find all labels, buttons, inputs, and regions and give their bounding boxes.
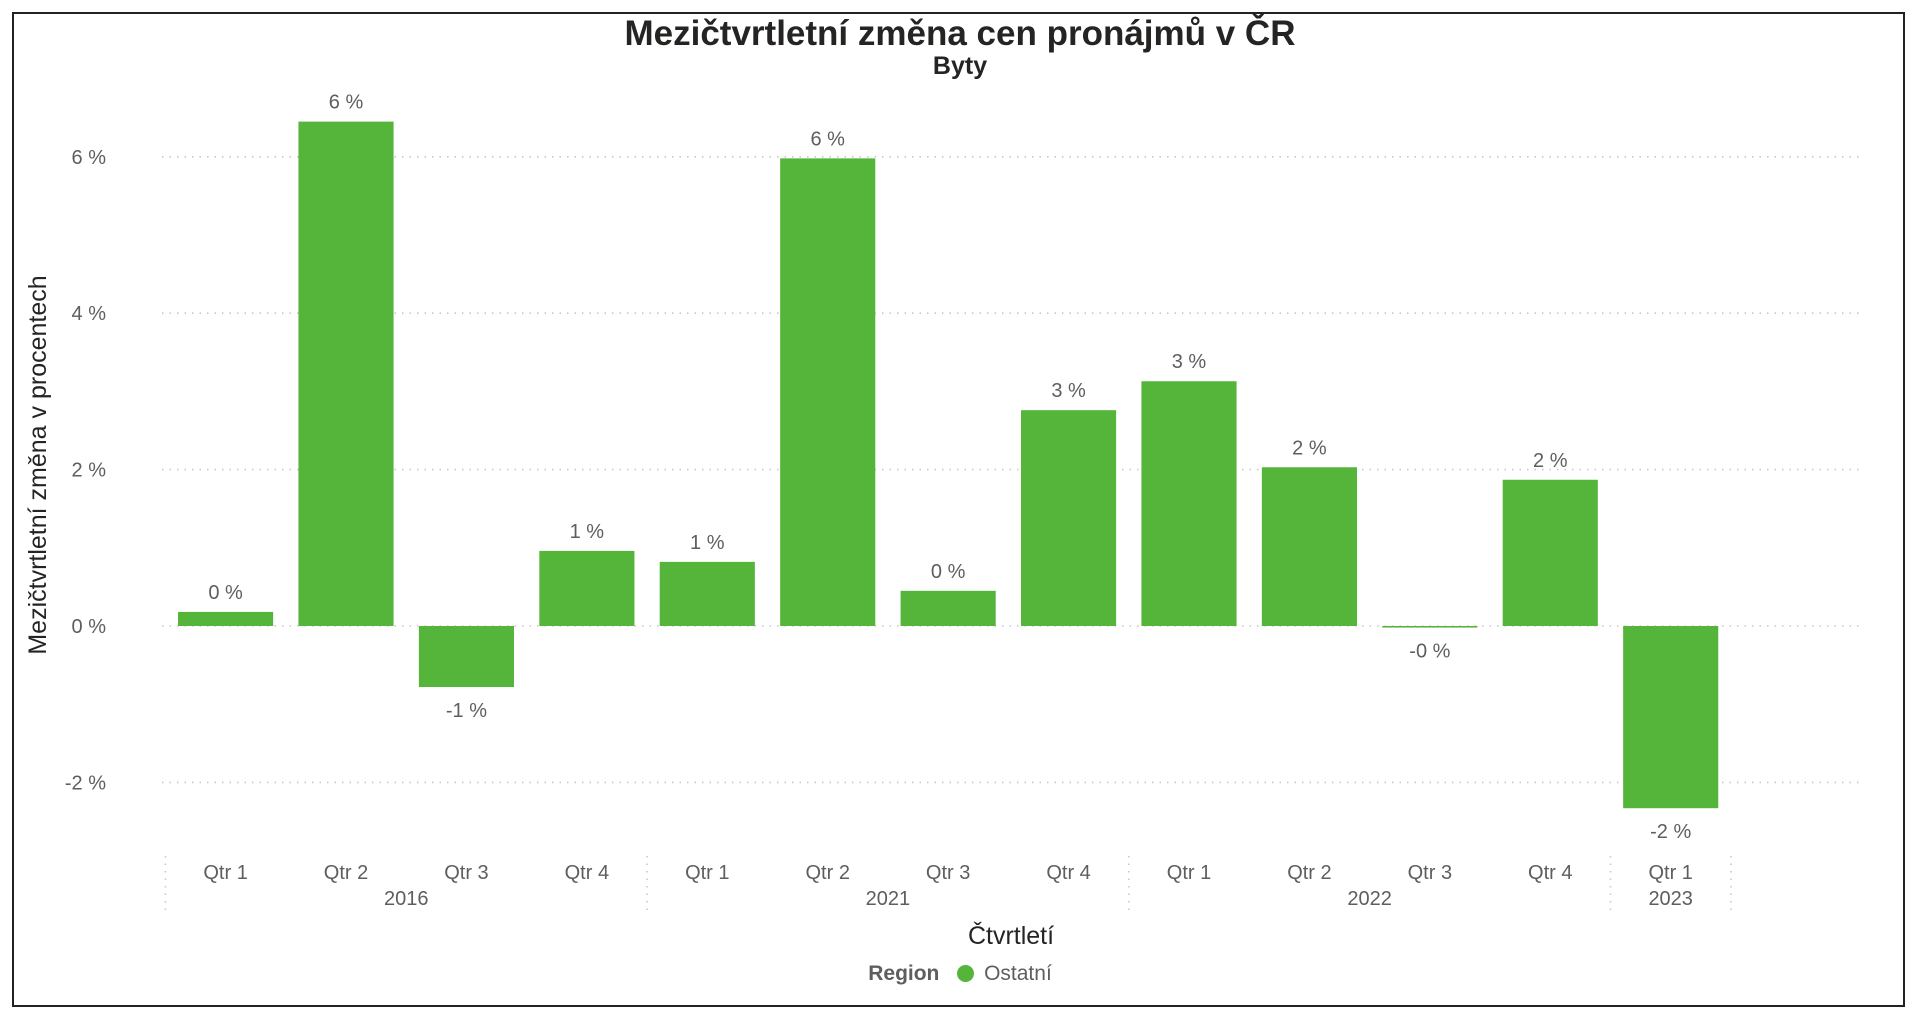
x-category-label: Qtr 3 bbox=[444, 862, 488, 884]
bar[interactable] bbox=[659, 561, 755, 626]
x-category-label: Qtr 1 bbox=[1167, 862, 1211, 884]
x-category-label: Qtr 1 bbox=[685, 862, 729, 884]
y-tick-label: 6 % bbox=[72, 147, 107, 169]
data-label: 3 % bbox=[1051, 380, 1086, 402]
bar[interactable] bbox=[178, 611, 274, 626]
bar[interactable] bbox=[780, 158, 876, 626]
data-label: 2 % bbox=[1533, 450, 1568, 472]
x-category-label: Qtr 1 bbox=[203, 862, 247, 884]
bar[interactable] bbox=[1382, 626, 1478, 628]
bar[interactable] bbox=[539, 550, 635, 626]
bar[interactable] bbox=[900, 590, 996, 626]
data-label: 3 % bbox=[1172, 351, 1207, 373]
bar[interactable] bbox=[1261, 467, 1357, 626]
bar[interactable] bbox=[1623, 626, 1719, 809]
x-category-label: Qtr 2 bbox=[805, 862, 849, 884]
y-axis-ticks: -2 % 0 % 2 % 4 % 6 % bbox=[65, 147, 106, 795]
bars bbox=[178, 121, 1719, 809]
bar[interactable] bbox=[1141, 381, 1237, 626]
y-tick-label: 0 % bbox=[72, 616, 107, 638]
x-category-label: Qtr 4 bbox=[1046, 862, 1090, 884]
x-group-label: 2021 bbox=[866, 888, 911, 910]
y-tick-label: 2 % bbox=[72, 460, 107, 482]
x-axis-categories: Qtr 1 Qtr 2 Qtr 3 Qtr 4 Qtr 1 Qtr 2 Qtr 3 Qtr 4… bbox=[203, 862, 1693, 884]
x-category-label: Qtr 2 bbox=[324, 862, 368, 884]
x-category-label: Qtr 1 bbox=[1648, 862, 1692, 884]
x-group-label: 2022 bbox=[1347, 888, 1392, 910]
x-category-label: Qtr 3 bbox=[1408, 862, 1452, 884]
x-category-label: Qtr 2 bbox=[1287, 862, 1331, 884]
x-category-label: Qtr 3 bbox=[926, 862, 970, 884]
bar[interactable] bbox=[1021, 410, 1117, 626]
x-axis-groups: 2016 2021 2022 2023 bbox=[164, 856, 1732, 912]
x-category-label: Qtr 4 bbox=[1528, 862, 1572, 884]
x-group-label: 2016 bbox=[384, 888, 429, 910]
data-label: 1 % bbox=[570, 521, 605, 543]
legend: Region Ostatní bbox=[0, 962, 1920, 986]
y-axis-title: Mezičtvrtletní změna v procentech bbox=[24, 275, 52, 654]
data-label: 0 % bbox=[208, 582, 243, 604]
data-label: -0 % bbox=[1409, 641, 1450, 663]
legend-title: Region bbox=[868, 962, 940, 985]
data-label: -1 % bbox=[446, 700, 487, 722]
bar[interactable] bbox=[298, 121, 394, 627]
x-category-label: Qtr 4 bbox=[565, 862, 609, 884]
x-axis-title: Čtvrtletí bbox=[968, 921, 1054, 950]
y-tick-label: -2 % bbox=[65, 772, 106, 794]
legend-item-ostatni[interactable]: Ostatní bbox=[984, 962, 1052, 985]
gridlines bbox=[162, 156, 1860, 784]
data-label: 6 % bbox=[329, 92, 364, 114]
bar[interactable] bbox=[418, 626, 515, 687]
data-label: -2 % bbox=[1650, 821, 1691, 843]
chart-title: Mezičtvrtletní změna cen pronájmů v ČR bbox=[624, 14, 1296, 53]
bar[interactable] bbox=[1502, 479, 1598, 626]
chart-subtitle: Byty bbox=[932, 52, 988, 80]
data-label: 1 % bbox=[690, 532, 725, 554]
data-label: 2 % bbox=[1292, 437, 1327, 459]
data-label: 0 % bbox=[931, 561, 966, 583]
data-label: 6 % bbox=[810, 128, 845, 150]
y-tick-label: 4 % bbox=[72, 303, 107, 325]
x-group-label: 2023 bbox=[1648, 888, 1693, 910]
data-labels: 0 % 6 % -1 % 1 % 1 % 6 % 0 % 3 % 3 % 2 % -0 % 2 % -2… bbox=[208, 92, 1691, 844]
legend-marker-ostatni bbox=[957, 965, 975, 982]
